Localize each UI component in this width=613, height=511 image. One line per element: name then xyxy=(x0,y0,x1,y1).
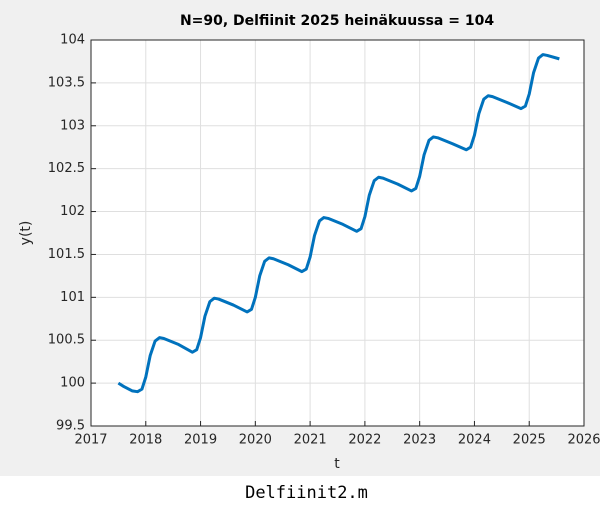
x-tick-label: 2020 xyxy=(239,433,272,448)
x-axis-label: t xyxy=(334,456,340,472)
y-tick-label: 104 xyxy=(60,33,85,48)
axes-box xyxy=(90,39,585,427)
y-tick-label: 100 xyxy=(60,376,85,391)
y-axis-label: y(t) xyxy=(18,221,34,246)
x-tick-label: 2021 xyxy=(294,433,327,448)
plot-area xyxy=(91,40,584,426)
y-tick-label: 103 xyxy=(60,118,85,133)
y-tick-label: 101.5 xyxy=(48,247,85,262)
x-tick-label: 2019 xyxy=(184,433,217,448)
x-tick-label: 2026 xyxy=(567,433,600,448)
x-tick-label: 2024 xyxy=(458,433,491,448)
x-tick-label: 2025 xyxy=(513,433,546,448)
y-tick-label: 101 xyxy=(60,290,85,305)
chart: N=90, Delfiinit 2025 heinäkuussa = 104 t… xyxy=(0,0,601,476)
x-tick-label: 2022 xyxy=(348,433,381,448)
y-tick-label: 100.5 xyxy=(48,333,85,348)
y-tick-label: 102 xyxy=(60,204,85,219)
x-tick-label: 2017 xyxy=(74,433,107,448)
x-tick-label: 2023 xyxy=(403,433,436,448)
y-tick-label: 99.5 xyxy=(56,419,85,434)
caption: Delfiinit2.m xyxy=(245,483,368,503)
chart-title: N=90, Delfiinit 2025 heinäkuussa = 104 xyxy=(180,13,494,29)
x-tick-label: 2018 xyxy=(129,433,162,448)
data-line xyxy=(117,53,560,394)
y-tick-label: 102.5 xyxy=(48,161,85,176)
y-tick-label: 103.5 xyxy=(48,75,85,90)
